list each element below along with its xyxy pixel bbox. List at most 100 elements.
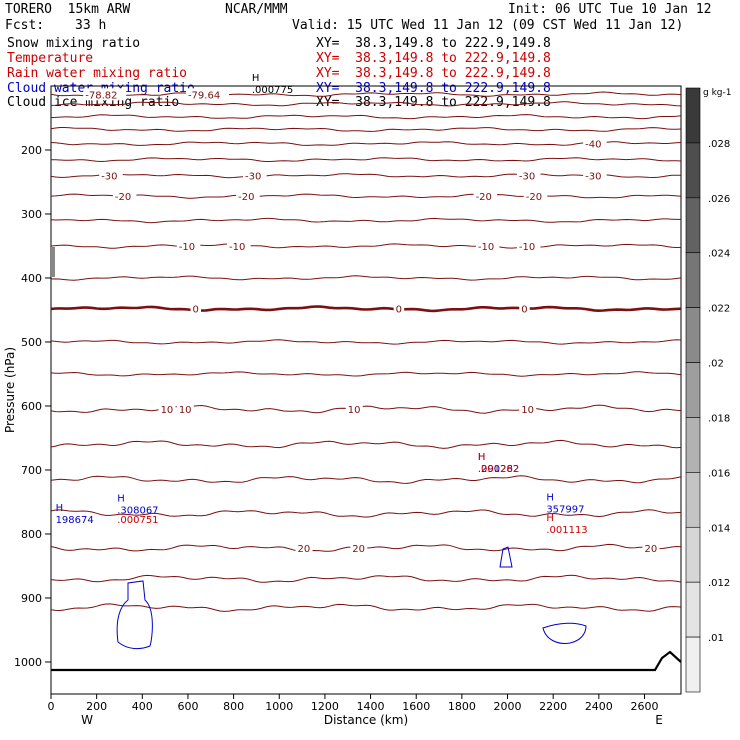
isotherm-label: 0 — [521, 305, 527, 316]
extremum-mark: H — [546, 492, 554, 503]
isotherm-label: -20 — [476, 192, 492, 203]
colorbar-tick-label: .022 — [708, 304, 730, 315]
colorbar-swatch — [685, 472, 701, 528]
field-name-temperature: Temperature — [7, 51, 94, 66]
x-tick-label: 0 — [48, 700, 55, 713]
extremum-mark: H — [478, 452, 486, 463]
x-tick-label: 2200 — [539, 700, 567, 713]
y-tick-label: 300 — [21, 208, 42, 221]
x-tick-label: 2400 — [585, 700, 613, 713]
isotherm-label: -30 — [519, 172, 535, 183]
isotherm-label-bg — [99, 169, 123, 182]
extremum-mark: H — [478, 452, 486, 463]
isotherm-label-bg — [83, 88, 127, 101]
isotherm-line — [50, 339, 682, 345]
isotherm-label: -30 — [585, 172, 601, 183]
x-tick-label: 200 — [86, 700, 107, 713]
isotherm-label: -10 — [179, 242, 195, 253]
cloud-water-contour — [542, 622, 587, 644]
x-tick-label: 800 — [223, 700, 244, 713]
y-tick-label: 500 — [21, 336, 42, 349]
init-time: Init: 06 UTC Tue 10 Jan 12 — [508, 2, 712, 17]
extremum-value: .308067 — [117, 506, 158, 517]
isotherm-label-bg — [519, 302, 530, 315]
colorbar-swatch — [685, 197, 701, 254]
x-tick-label: 1600 — [402, 700, 430, 713]
isotherm-label: -79.64 — [188, 90, 220, 101]
isotherm-label-bg — [176, 403, 194, 416]
x-tick-label: 600 — [177, 700, 198, 713]
colorbar-tick-label: .028 — [708, 139, 730, 150]
isotherm-line — [50, 193, 682, 199]
field-xy-snow: XY= 38.3,149.8 to 222.9,149.8 — [316, 36, 551, 51]
field-xy-rain: XY= 38.3,149.8 to 222.9,149.8 — [316, 66, 551, 81]
x-axis-label: Distance (km) — [324, 713, 408, 727]
y-tick-label: 1000 — [14, 656, 42, 669]
isotherm-line — [50, 574, 682, 583]
extremum-value: 198674 — [56, 515, 94, 526]
isotherm-label-bg — [583, 169, 607, 182]
center-label: NCAR/MMM — [225, 2, 288, 17]
isotherm-label: -20 — [115, 192, 131, 203]
x-tick-label: 2600 — [630, 700, 658, 713]
model-title: TORERO 15km ARW — [5, 2, 131, 17]
isotherm-label-bg — [236, 190, 260, 203]
isotherm-line — [50, 371, 682, 377]
isotherm-label: 20 — [644, 544, 657, 555]
isotherm-label-bg — [473, 190, 498, 203]
west-label: W — [81, 713, 93, 727]
isotherm-label: 20 — [352, 544, 365, 555]
colorbar-tick-label: .012 — [708, 578, 730, 589]
isotherm-line — [50, 127, 682, 132]
isotherm-line — [50, 217, 681, 224]
y-axis-label: Pressure (hPa) — [3, 347, 17, 433]
isotherm-line — [50, 404, 682, 414]
isotherm-label: -30 — [245, 172, 261, 183]
colorbar-tick-label: .024 — [708, 249, 730, 260]
field-name-cloud-water: Cloud water mixing ratio — [7, 81, 195, 96]
colorbar-tick-label: .026 — [708, 194, 730, 205]
isotherm-label: -40 — [585, 140, 601, 151]
isotherm-line — [50, 173, 682, 179]
isotherm-line — [50, 305, 682, 313]
isotherm-label-bg — [176, 240, 201, 252]
colorbar-swatch — [685, 581, 701, 638]
isotherm-label-bg — [642, 542, 660, 555]
x-tick-label: 2000 — [494, 700, 522, 713]
extremum-mark: H — [56, 503, 64, 514]
extremum-mark: H — [546, 513, 554, 524]
field-name-rain: Rain water mixing ratio — [7, 66, 188, 81]
colorbar-tick-label: .016 — [708, 468, 730, 479]
field-xy-temperature: XY= 38.3,149.8 to 222.9,149.8 — [316, 51, 551, 66]
isotherm-label-bg — [516, 240, 541, 252]
isotherm-line — [50, 101, 682, 107]
colorbar-swatch — [685, 252, 701, 308]
isotherm-label-bg — [295, 542, 313, 555]
field-name-snow: Snow mixing ratio — [7, 36, 141, 51]
isotherm-line — [50, 509, 682, 518]
field-xy-cloud-water: XY= 38.3,149.8 to 222.9,149.8 — [316, 81, 551, 96]
isotherm-line — [50, 603, 682, 612]
isotherm-label-bg — [185, 88, 229, 101]
isotherm-label-bg — [243, 169, 267, 182]
isotherm-label: 10 — [521, 405, 534, 416]
colorbar-tick-label: .014 — [708, 523, 730, 534]
colorbar-swatch — [685, 142, 701, 199]
isotherm-label: -10 — [229, 242, 245, 253]
extremum-value: .001262 — [478, 464, 519, 475]
isotherm-label-bg — [190, 302, 202, 315]
isotherm-label-bg — [345, 403, 363, 416]
cloud-water-contour — [116, 580, 153, 650]
isotherm-line — [50, 114, 682, 120]
isotherm-label: 10 — [161, 405, 174, 416]
isotherm-line — [50, 243, 682, 249]
colorbar-tick-label: .02 — [708, 359, 724, 370]
extremum-value: .001113 — [546, 525, 587, 536]
isotherm-label-bg — [475, 240, 500, 252]
isotherm-line — [50, 475, 682, 484]
fcst-value: 33 h — [75, 18, 107, 33]
fcst-label: Fcst: — [5, 18, 45, 33]
isotherm-label: 0 — [193, 305, 199, 316]
isotherm-label: 10 — [179, 405, 192, 416]
extremum-value: .000751 — [117, 515, 158, 526]
